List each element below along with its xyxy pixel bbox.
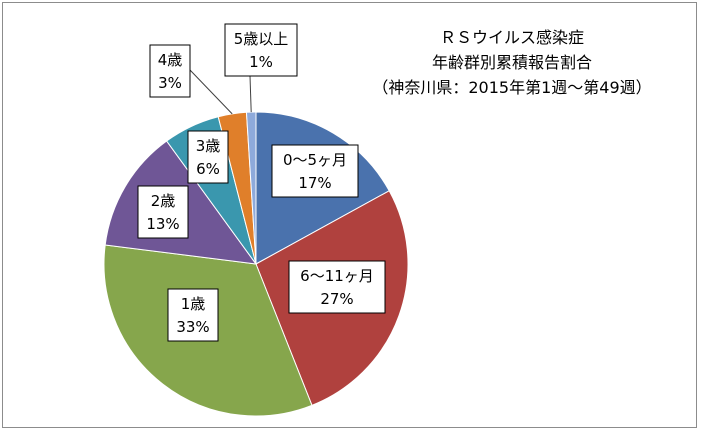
data-label: 0～5ヶ月 17% [271,144,359,198]
data-label-box [271,144,359,198]
slice-percent: 17% [298,174,331,192]
data-label-box [149,44,191,98]
data-label-box [288,260,386,314]
data-label-box [187,130,229,184]
slice-label: 0～5ヶ月 [283,151,347,169]
data-label: 4歳3% [149,44,191,98]
slice-percent: 6% [196,160,220,178]
data-label: 5歳以上 1% [224,23,298,77]
slice-label: 6～11ヶ月 [300,267,374,285]
slice-label: 3歳 [196,137,221,155]
data-label: 3歳6% [187,130,229,184]
chart-title-line-2: 年齢群別累積報告割合 [432,53,592,72]
chart-title: ＲＳウイルス感染症 年齢群別累積報告割合 （神奈川県：2015年第1週～第49週… [372,28,651,97]
leader-line [249,75,252,113]
slice-label: 1歳 [181,295,206,313]
slice-percent: 27% [320,290,353,308]
slice-percent: 33% [176,318,209,336]
slice-label: 4歳 [158,51,183,69]
slice-label: 2歳 [151,192,176,210]
slice-percent: 1% [249,53,273,71]
chart-title-line-1: ＲＳウイルス感染症 [440,28,584,47]
data-label-box [137,185,189,239]
chart-title-line-3: （神奈川県：2015年第1週～第49週） [372,78,651,97]
data-label-box [167,288,219,342]
slice-label: 5歳以上 [234,30,289,48]
data-label: 6～11ヶ月 27% [288,260,386,314]
leader-line [189,69,233,115]
data-label-box [224,23,298,77]
data-labels: 0～5ヶ月17%6～11ヶ月27%1歳33%2歳13%3歳6%4歳3%5歳以上1… [137,23,386,342]
leader-lines [189,69,252,115]
slice-percent: 3% [158,74,182,92]
slice-percent: 13% [146,215,179,233]
